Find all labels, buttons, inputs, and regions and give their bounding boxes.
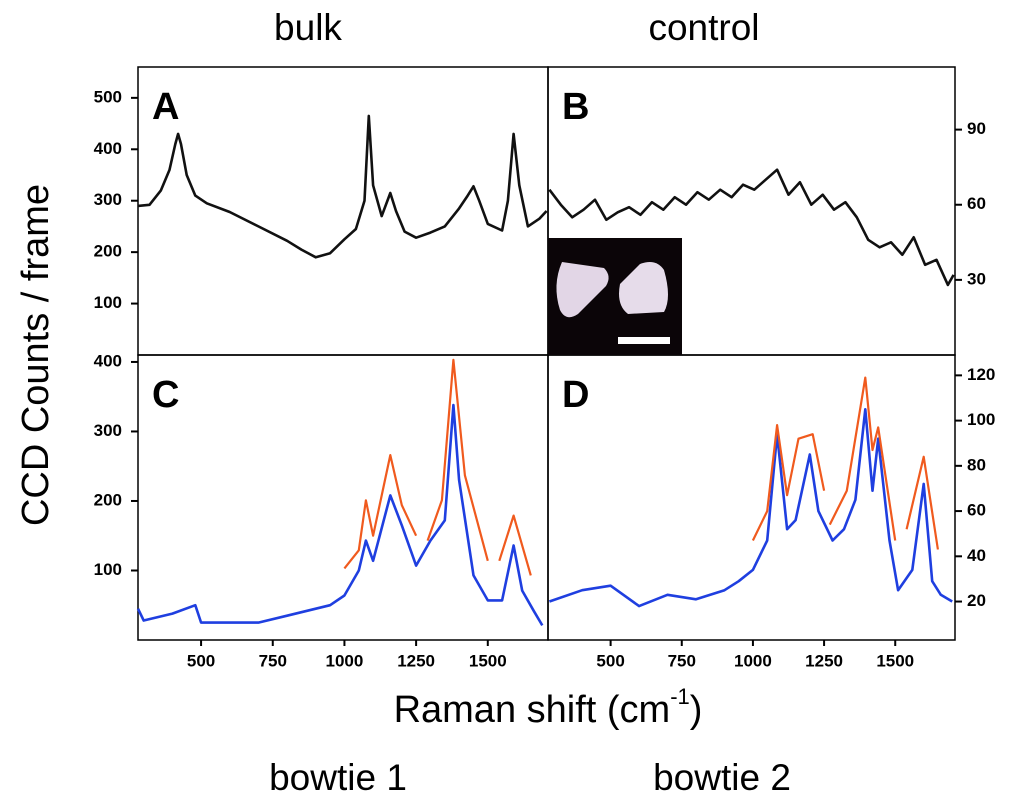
y-tick-label: 100 bbox=[94, 293, 122, 312]
y-tick-label: 30 bbox=[967, 269, 986, 288]
scale-bar bbox=[618, 337, 670, 344]
spectrum-line bbox=[751, 424, 826, 541]
spectrum-line bbox=[548, 408, 953, 608]
spectrum-line bbox=[137, 114, 548, 259]
y-tick-label: 20 bbox=[967, 591, 986, 610]
panel-frame bbox=[137, 66, 549, 356]
x-tick-label: 1500 bbox=[469, 651, 507, 670]
x-axis-title-superscript: -1 bbox=[670, 684, 690, 709]
x-tick-label: 1000 bbox=[734, 651, 772, 670]
y-tick-label: 100 bbox=[967, 410, 995, 429]
y-tick-label: 120 bbox=[967, 365, 995, 384]
y-tick-label: 500 bbox=[94, 87, 122, 106]
heading: bulk bbox=[274, 7, 342, 48]
y-tick-label: 60 bbox=[967, 194, 986, 213]
x-axis-title-end: ) bbox=[690, 689, 703, 731]
y-tick-label: 60 bbox=[967, 501, 986, 520]
y-tick-label: 90 bbox=[967, 119, 986, 138]
x-tick-label: 750 bbox=[259, 651, 287, 670]
x-tick-label: 1250 bbox=[805, 651, 843, 670]
heading: bowtie 2 bbox=[653, 757, 791, 798]
x-tick-label: 500 bbox=[596, 651, 624, 670]
y-tick-label: 200 bbox=[94, 490, 122, 509]
heading: bowtie 1 bbox=[269, 757, 407, 798]
x-tick-label: 1000 bbox=[326, 651, 364, 670]
spectrum-line bbox=[136, 403, 544, 627]
x-tick-label: 500 bbox=[187, 651, 215, 670]
spectrum-line bbox=[828, 376, 897, 541]
y-tick-label: 300 bbox=[94, 421, 122, 440]
spectrum-line bbox=[905, 455, 939, 550]
y-tick-label: 400 bbox=[94, 351, 122, 370]
panel-frame bbox=[547, 354, 956, 641]
inset-image bbox=[548, 238, 682, 355]
panel-label: B bbox=[562, 86, 589, 128]
y-axis-title: CCD Counts / frame bbox=[15, 184, 57, 526]
x-tick-label: 1500 bbox=[876, 651, 914, 670]
y-tick-label: 40 bbox=[967, 546, 986, 565]
y-tick-label: 400 bbox=[94, 139, 122, 158]
spectrum-line bbox=[343, 454, 418, 570]
spectrum-line bbox=[498, 514, 532, 576]
y-tick-label: 100 bbox=[94, 560, 122, 579]
heading: control bbox=[648, 7, 759, 48]
panel-label: A bbox=[152, 86, 179, 128]
x-axis-title-text: Raman shift (cm bbox=[394, 689, 671, 731]
inset-particle bbox=[556, 262, 609, 318]
inset-particle bbox=[619, 262, 668, 314]
panel-label: C bbox=[152, 374, 179, 416]
panel-label: D bbox=[562, 374, 589, 416]
y-tick-label: 300 bbox=[94, 190, 122, 209]
x-axis-title: Raman shift (cm-1) bbox=[394, 684, 703, 731]
spectrum-line bbox=[426, 358, 489, 562]
x-tick-label: 1250 bbox=[397, 651, 435, 670]
y-tick-label: 200 bbox=[94, 242, 122, 261]
spectrum-line bbox=[548, 168, 955, 287]
x-tick-label: 750 bbox=[668, 651, 696, 670]
y-tick-label: 80 bbox=[967, 455, 986, 474]
